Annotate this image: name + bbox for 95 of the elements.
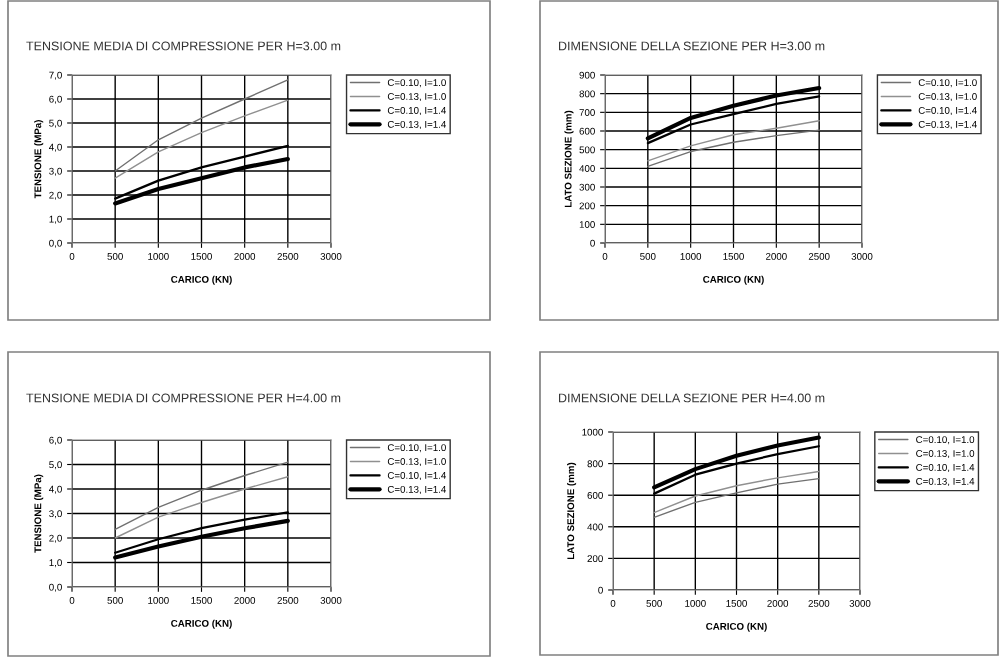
- y-tick-label: 200: [587, 555, 603, 563]
- y-tick-label: 3,0: [49, 510, 62, 519]
- y-tick-label: 7,0: [49, 71, 62, 80]
- x-tick-label: 3000: [851, 252, 873, 260]
- legend-label: C=0.13, I=1.4: [387, 485, 447, 494]
- line-series: [647, 129, 820, 168]
- legend-label: C=0.13, I=1.4: [918, 120, 977, 129]
- y-tick-label: 0: [590, 239, 595, 247]
- y-tick-label: 1000: [582, 428, 603, 436]
- legend-label: C=0.13, I=1.0: [387, 93, 446, 102]
- x-tick-label: 3000: [320, 596, 342, 604]
- line-series: [114, 476, 289, 539]
- y-tick-label: 400: [587, 523, 603, 531]
- x-tick-label: 1000: [148, 596, 169, 604]
- x-tick-label: 500: [107, 596, 123, 604]
- x-tick-label: 3000: [849, 599, 871, 607]
- y-tick-label: 3,0: [49, 167, 62, 176]
- y-tick-label: 2,0: [49, 191, 62, 200]
- y-tick-label: 0,0: [49, 583, 62, 592]
- x-tick-label: 1500: [191, 252, 212, 260]
- x-tick-label: 1500: [726, 599, 747, 607]
- x-tick-label: 1500: [191, 596, 212, 604]
- y-axis-title: TENSIONE (MPa): [34, 120, 44, 199]
- chart-title: DIMENSIONE DELLA SEZIONE PER H=3.00 m: [559, 41, 825, 51]
- x-tick-label: 2500: [808, 599, 830, 607]
- y-tick-label: 900: [579, 71, 595, 79]
- x-tick-label: 2000: [234, 252, 256, 260]
- x-tick-label: 0: [69, 252, 75, 260]
- line-series: [647, 120, 820, 162]
- legend-label: C=0.13, I=1.0: [387, 458, 446, 467]
- y-tick-label: 300: [579, 183, 595, 191]
- y-tick-label: 1,0: [49, 215, 62, 224]
- x-tick-label: 2000: [767, 599, 789, 607]
- chart-title: TENSIONE MEDIA DI COMPRESSIONE PER H=4.00 m: [26, 393, 341, 403]
- legend-label: C=0.13, I=1.4: [916, 477, 975, 486]
- y-tick-label: 2,0: [49, 534, 62, 543]
- y-tick-label: 600: [587, 491, 603, 499]
- x-tick-label: 1000: [680, 252, 702, 260]
- line-series: [114, 79, 289, 172]
- x-tick-label: 2500: [277, 596, 299, 604]
- legend-label: C=0.10, I=1.4: [916, 463, 975, 473]
- legend-label: C=0.10, I=1.4: [387, 471, 447, 481]
- y-tick-label: 400: [579, 165, 595, 172]
- y-tick-label: 6,0: [49, 436, 62, 445]
- y-tick-label: 800: [587, 460, 603, 468]
- y-tick-label: 0: [598, 586, 603, 594]
- x-tick-label: 500: [646, 599, 662, 607]
- x-axis-title: CARICO (KN): [703, 275, 764, 285]
- x-tick-label: 500: [107, 252, 123, 260]
- x-tick-label: 0: [69, 596, 75, 604]
- y-tick-label: 200: [579, 202, 595, 210]
- legend-label: C=0.10, I=1.0: [387, 444, 446, 453]
- y-tick-label: 5,0: [49, 119, 62, 128]
- y-tick-label: 6,0: [49, 95, 62, 104]
- legend-label: C=0.10, I=1.4: [387, 106, 447, 116]
- y-tick-label: 1,0: [49, 559, 62, 568]
- line-series: [114, 99, 289, 179]
- y-tick-label: 800: [579, 90, 595, 98]
- x-axis-title: CARICO (KN): [171, 619, 232, 629]
- line-series: [653, 470, 820, 514]
- x-tick-label: 3000: [320, 252, 342, 260]
- x-tick-label: 1500: [723, 252, 744, 260]
- y-tick-label: 600: [579, 127, 595, 135]
- y-axis-title: LATO SEZIONE (mm): [567, 462, 577, 560]
- line-series: [653, 477, 820, 519]
- x-tick-label: 0: [610, 599, 616, 607]
- legend-label: C=0.13, I=1.0: [916, 450, 975, 459]
- x-axis-title: CARICO (KN): [706, 622, 767, 632]
- x-tick-label: 1000: [685, 599, 706, 607]
- legend-label: C=0.10, I=1.4: [918, 106, 977, 116]
- x-tick-label: 2500: [808, 252, 830, 260]
- x-axis-title: CARICO (KN): [171, 275, 232, 285]
- y-tick-label: 700: [579, 109, 595, 116]
- x-tick-label: 0: [602, 252, 608, 260]
- x-tick-label: 2500: [277, 252, 299, 260]
- x-tick-label: 500: [640, 252, 656, 260]
- y-tick-label: 100: [579, 221, 595, 228]
- y-tick-label: 0,0: [49, 239, 62, 248]
- y-axis-title: TENSIONE (MPa): [34, 474, 44, 553]
- x-tick-label: 2000: [766, 252, 787, 260]
- chart-title: TENSIONE MEDIA DI COMPRESSIONE PER H=3.00 m: [26, 41, 341, 51]
- legend-label: C=0.10, I=1.0: [918, 79, 977, 88]
- y-tick-label: 4,0: [48, 485, 62, 494]
- x-tick-label: 2000: [234, 596, 256, 604]
- legend-label: C=0.10, I=1.0: [916, 436, 975, 445]
- chart-title: DIMENSIONE DELLA SEZIONE PER H=4.00 m: [559, 393, 825, 403]
- legend-label: C=0.13, I=1.4: [387, 120, 447, 129]
- legend-label: C=0.13, I=1.0: [918, 93, 977, 102]
- y-tick-label: 500: [579, 146, 595, 154]
- line-series: [114, 461, 289, 531]
- y-axis-title: LATO SEZIONE (mm): [564, 110, 574, 208]
- x-tick-label: 1000: [148, 252, 169, 260]
- legend-label: C=0.10, I=1.0: [387, 79, 446, 88]
- y-tick-label: 5,0: [49, 461, 62, 470]
- y-tick-label: 4,0: [48, 143, 62, 152]
